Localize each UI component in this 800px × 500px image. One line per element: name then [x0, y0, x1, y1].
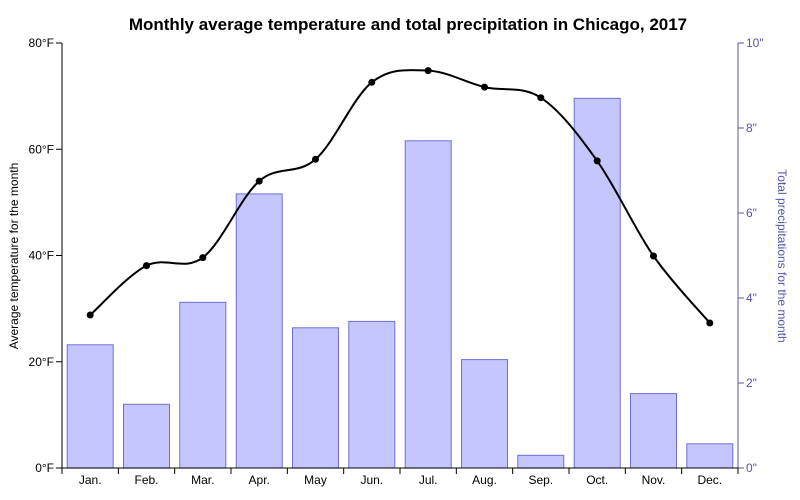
left-axis-label: Average temperature for the month: [7, 163, 21, 350]
x-axis-tick-label: Mar.: [191, 473, 214, 487]
x-axis-tick-label: Sep.: [528, 473, 553, 487]
temperature-point-7: [424, 67, 432, 75]
right-axis-tick-label: 2": [746, 376, 757, 390]
x-axis-tick-label: Feb.: [134, 473, 158, 487]
bars-layer: [66, 97, 734, 469]
precip-bar-9: [517, 454, 565, 469]
precip-bar-6: [348, 320, 396, 469]
left-axis-tick-label: 60°F: [29, 142, 54, 156]
temperature-point-5: [312, 155, 319, 163]
chart-title: Monthly average temperature and total pr…: [129, 15, 687, 34]
x-axis-tick-label: Apr.: [249, 473, 270, 487]
right-axis-tick-label: 4": [746, 291, 757, 305]
right-axis-label: Total precipitations for the month: [775, 169, 789, 342]
line-layer: [86, 67, 714, 327]
right-axis-tick-label: 8": [746, 121, 757, 135]
x-axis-tick-label: Dec.: [697, 473, 722, 487]
x-axis-tick-label: Jan.: [79, 473, 102, 487]
left-axis-tick-label: 0°F: [35, 461, 54, 475]
precip-bar-1: [66, 344, 114, 469]
x-axis-tick-label: Jun.: [360, 473, 383, 487]
x-axis-tick-label: Jul.: [419, 473, 438, 487]
precip-bar-4: [235, 193, 283, 469]
x-axis-tick-label: May: [304, 473, 327, 487]
axes-layer: 0°F 20°F 40°F 60°F 80°F 0" 2" 4" 6" 8" 10" Jan. Feb.…: [29, 36, 764, 487]
right-axis-tick-label: 10": [746, 36, 764, 50]
right-axis-tick-label: 6": [746, 206, 757, 220]
precip-bar-3: [179, 301, 227, 469]
precip-bar-11: [630, 393, 677, 469]
precip-bar-5: [292, 327, 339, 469]
left-axis-tick-label: 20°F: [29, 355, 54, 369]
precip-bar-2: [123, 403, 170, 469]
temperature-point-2: [143, 262, 150, 270]
temperature-point-10: [593, 157, 601, 165]
temperature-point-4: [255, 177, 263, 185]
temperature-point-8: [481, 83, 488, 91]
temperature-point-9: [537, 94, 545, 102]
left-axis-tick-label: 80°F: [29, 36, 54, 50]
precip-bar-10: [573, 97, 621, 469]
x-axis-tick-label: Oct.: [586, 473, 608, 487]
temperature-point-3: [199, 254, 207, 262]
temperature-point-6: [368, 78, 376, 86]
right-axis-tick-label: 0": [746, 461, 757, 475]
temperature-point-11: [650, 252, 657, 260]
x-axis-tick-label: Nov.: [642, 473, 666, 487]
precip-bar-7: [404, 140, 452, 469]
left-axis-tick-label: 40°F: [29, 249, 54, 263]
temperature-point-12: [706, 319, 714, 327]
precip-bar-8: [461, 359, 508, 469]
temperature-point-1: [86, 311, 94, 319]
x-axis-tick-label: Aug.: [472, 473, 497, 487]
precip-bar-12: [686, 443, 734, 469]
